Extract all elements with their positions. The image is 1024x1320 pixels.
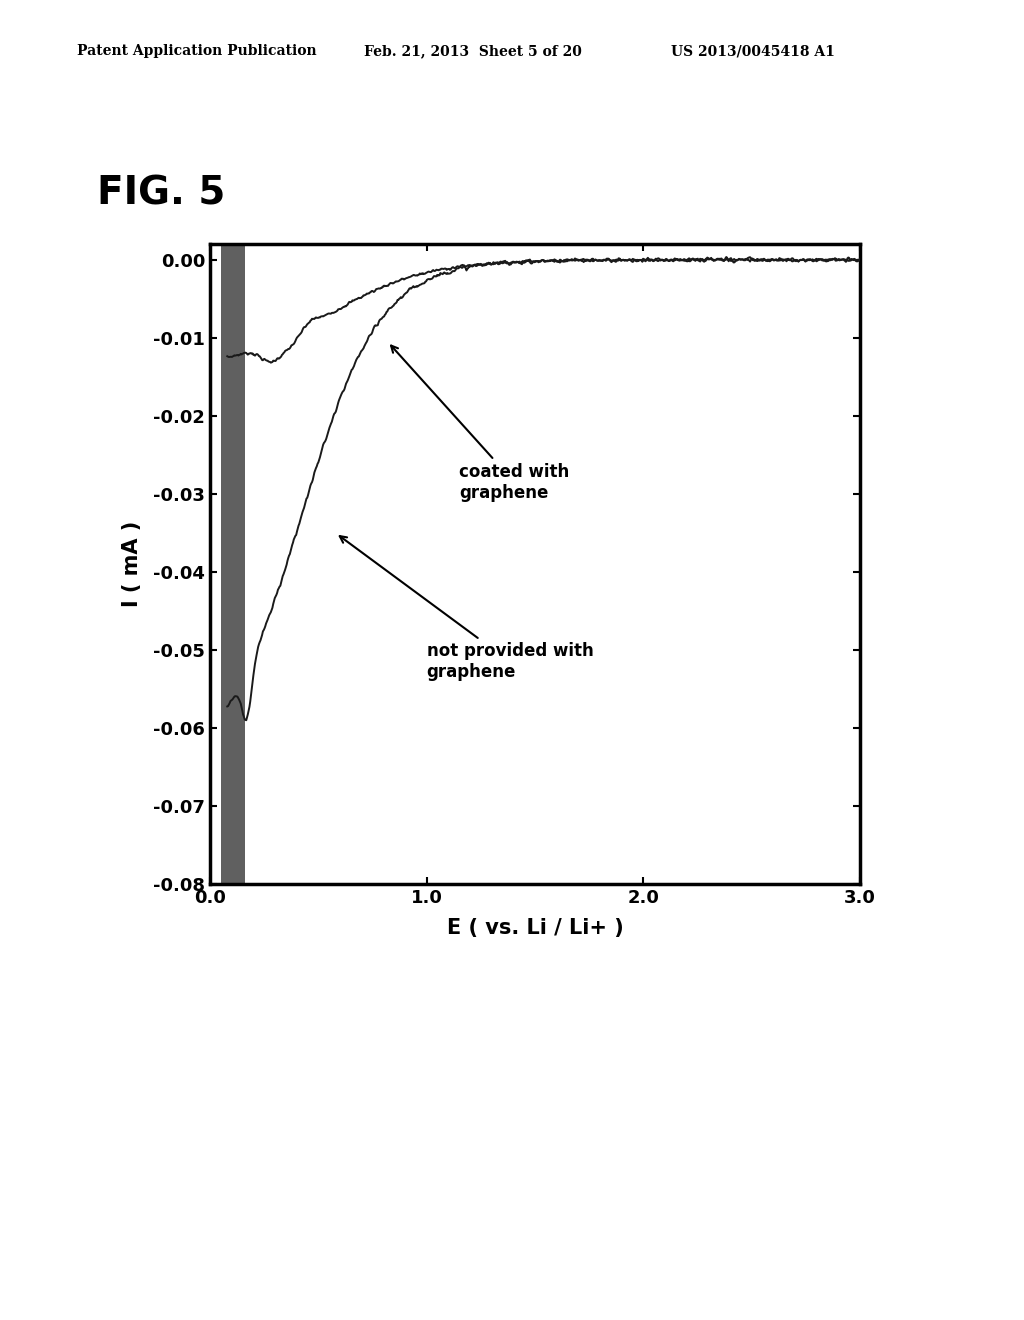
X-axis label: E ( vs. Li / Li+ ): E ( vs. Li / Li+ ) [446, 919, 624, 939]
Y-axis label: I ( mA ): I ( mA ) [122, 521, 142, 607]
Text: US 2013/0045418 A1: US 2013/0045418 A1 [671, 45, 835, 58]
Text: FIG. 5: FIG. 5 [97, 174, 225, 213]
Text: coated with
graphene: coated with graphene [391, 346, 569, 502]
Bar [221, 244, 245, 884]
Text: Patent Application Publication: Patent Application Publication [77, 45, 316, 58]
Text: not provided with
graphene: not provided with graphene [340, 536, 594, 681]
Text: Feb. 21, 2013  Sheet 5 of 20: Feb. 21, 2013 Sheet 5 of 20 [364, 45, 582, 58]
